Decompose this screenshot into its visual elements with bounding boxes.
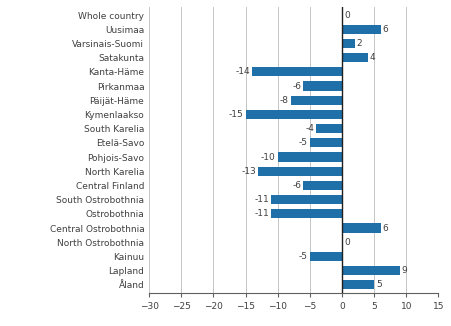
- Bar: [271, 209, 341, 218]
- Bar: [341, 280, 373, 289]
- Bar: [341, 266, 399, 275]
- Text: 5: 5: [375, 280, 381, 289]
- Text: -6: -6: [292, 82, 301, 91]
- Text: -5: -5: [298, 252, 307, 261]
- Text: 2: 2: [356, 39, 362, 48]
- Text: -8: -8: [279, 96, 288, 105]
- Bar: [309, 252, 341, 261]
- Bar: [341, 53, 367, 62]
- Text: -10: -10: [261, 153, 275, 162]
- Text: 6: 6: [382, 25, 387, 34]
- Text: 0: 0: [343, 10, 349, 20]
- Text: -4: -4: [305, 124, 314, 133]
- Text: 0: 0: [343, 238, 349, 247]
- Bar: [316, 124, 341, 133]
- Bar: [258, 167, 341, 176]
- Text: -5: -5: [298, 138, 307, 147]
- Bar: [245, 110, 341, 119]
- Bar: [277, 153, 341, 162]
- Bar: [309, 138, 341, 147]
- Text: 9: 9: [401, 266, 407, 275]
- Bar: [341, 25, 380, 34]
- Bar: [252, 67, 341, 77]
- Text: -11: -11: [254, 195, 269, 204]
- Text: 6: 6: [382, 224, 387, 232]
- Text: -13: -13: [241, 167, 256, 176]
- Bar: [271, 195, 341, 204]
- Text: -6: -6: [292, 181, 301, 190]
- Text: -15: -15: [228, 110, 243, 119]
- Bar: [303, 181, 341, 190]
- Bar: [341, 39, 354, 48]
- Text: 4: 4: [369, 53, 374, 62]
- Bar: [341, 223, 380, 233]
- Text: -14: -14: [235, 67, 249, 76]
- Bar: [290, 96, 341, 105]
- Text: -11: -11: [254, 209, 269, 218]
- Bar: [303, 82, 341, 91]
